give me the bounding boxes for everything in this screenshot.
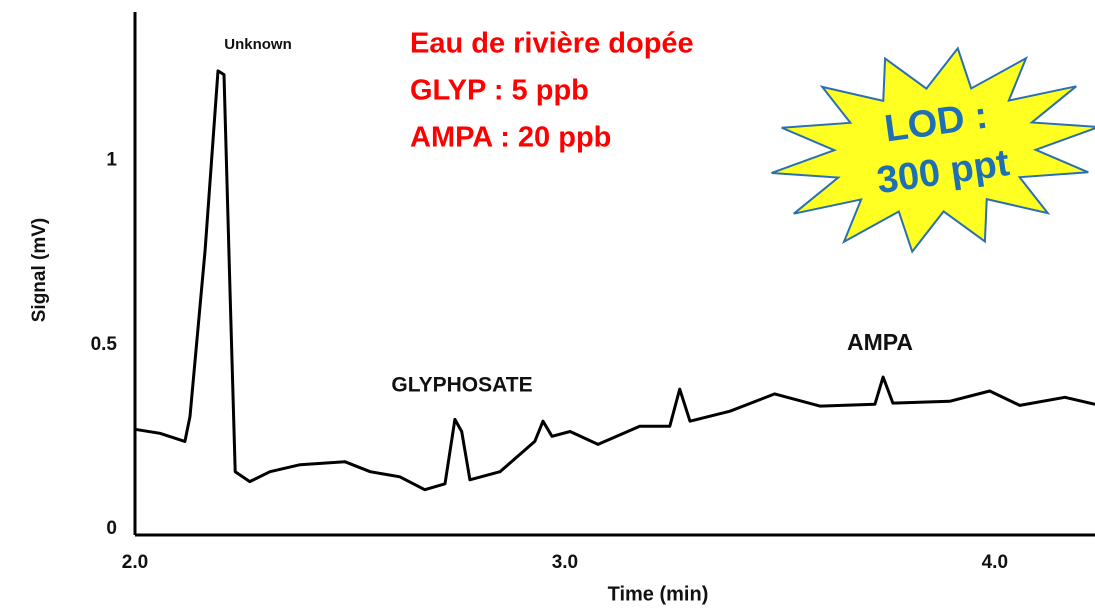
y-axis-label: Signal (mV): [29, 218, 50, 323]
x-tick-label: 2.0: [122, 552, 148, 573]
chart: LOD :300 ppt Time (min) Signal (mV) 2.0 3…: [0, 0, 1095, 608]
x-tick-label: 3.0: [552, 552, 578, 573]
peak-label: GLYPHOSATE: [391, 374, 532, 397]
starburst: [758, 30, 1095, 269]
y-tick-label: 1: [106, 150, 117, 171]
sample-info: Eau de rivière dopée: [410, 28, 694, 60]
y-tick-label: 0: [106, 518, 117, 539]
sample-info: GLYP : 5 ppb: [410, 75, 589, 107]
sample-info: AMPA : 20 ppb: [410, 122, 611, 154]
peak-label: Unknown: [224, 36, 292, 53]
y-tick-label: 0.5: [91, 334, 118, 355]
lod-badge: LOD :300 ppt: [758, 30, 1095, 269]
peak-label: AMPA: [847, 329, 913, 355]
x-tick-label: 4.0: [982, 552, 1008, 573]
x-axis-label: Time (min): [608, 583, 709, 605]
